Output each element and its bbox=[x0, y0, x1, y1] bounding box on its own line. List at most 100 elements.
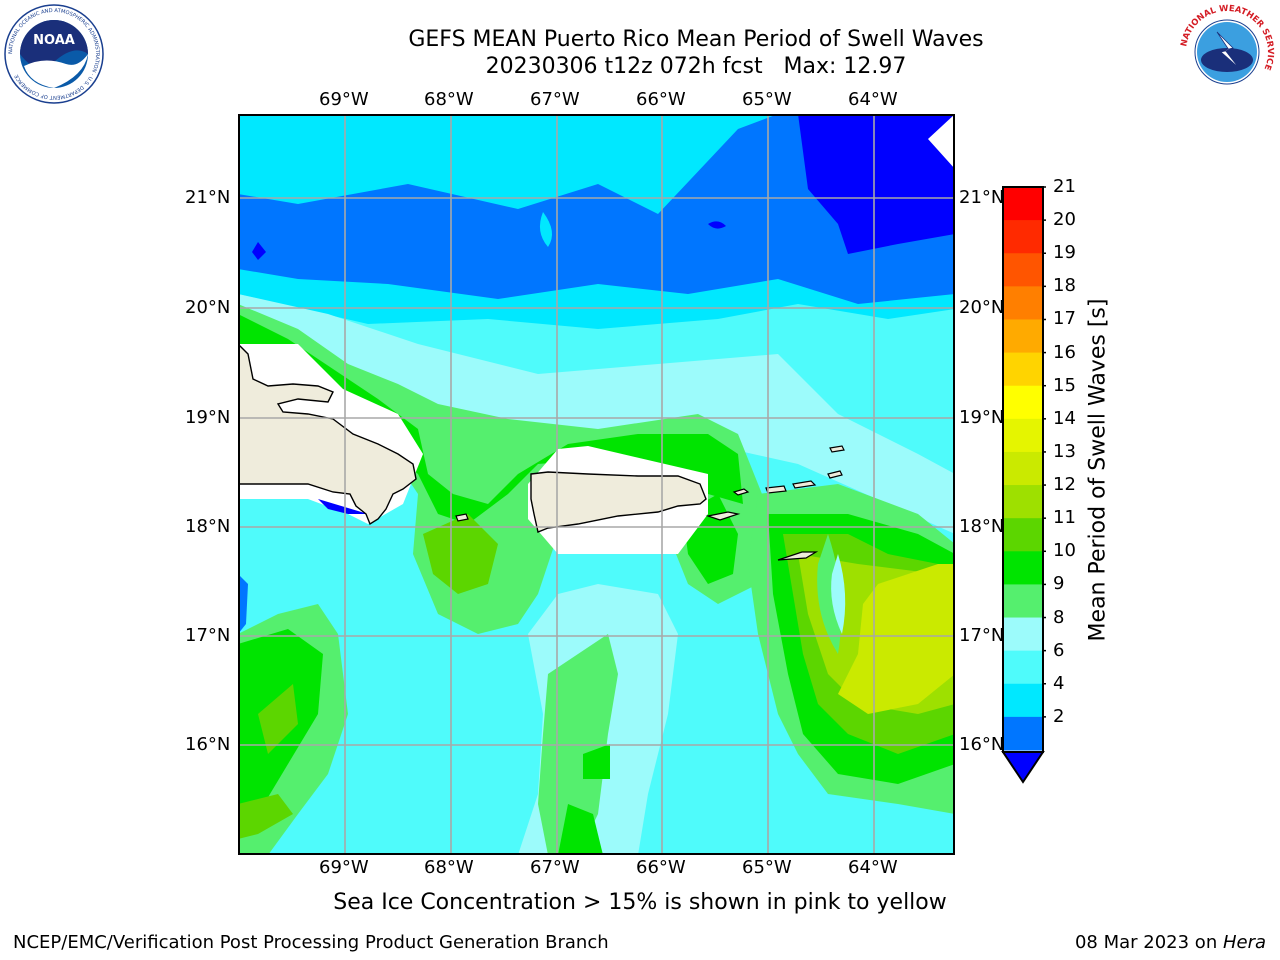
colorbar-tick-label: 19 bbox=[1053, 242, 1076, 264]
lon-label-bottom: 65°W bbox=[742, 857, 792, 878]
colorbar-extend-arrow bbox=[1001, 751, 1045, 784]
field-yellowgreen-west bbox=[423, 514, 498, 594]
field-lightcyan-band bbox=[238, 294, 955, 534]
field-yellowgreen-sw2 bbox=[238, 794, 293, 839]
colorbar-tick-label: 18 bbox=[1053, 275, 1076, 297]
colorbar-tick-label: 4 bbox=[1053, 672, 1065, 694]
colorbar-tick-label: 15 bbox=[1053, 374, 1076, 396]
noaa-logo: NATIONAL OCEANIC AND ATMOSPHERIC ADMINIS… bbox=[4, 4, 104, 104]
land-st-croix bbox=[777, 551, 819, 561]
lat-label-left: 16°N bbox=[185, 734, 231, 755]
lon-label-top: 64°W bbox=[848, 89, 898, 110]
colorbar-tick-label: 9 bbox=[1053, 573, 1065, 595]
colorbar-frame bbox=[1002, 186, 1044, 753]
lat-label-right: 16°N bbox=[959, 734, 1005, 755]
field-darkblue-north bbox=[798, 114, 955, 254]
lat-label-left: 21°N bbox=[185, 187, 231, 208]
lat-label-right: 18°N bbox=[959, 516, 1005, 537]
land-mona bbox=[455, 513, 469, 522]
lon-label-bottom: 64°W bbox=[848, 857, 898, 878]
lat-label-left: 19°N bbox=[185, 407, 231, 428]
swell-period-map bbox=[238, 114, 955, 855]
lon-label-top: 68°W bbox=[424, 89, 474, 110]
field-blue-north bbox=[238, 114, 955, 304]
colorbar-segment bbox=[1003, 352, 1043, 387]
svg-text:NOAA: NOAA bbox=[33, 33, 75, 48]
field-green-belt bbox=[238, 304, 778, 634]
field-max-core bbox=[838, 564, 955, 714]
land-vieques bbox=[705, 511, 741, 521]
nws-logo: NATIONAL WEATHER SERVICE bbox=[1179, 4, 1275, 100]
lon-label-bottom: 69°W bbox=[319, 857, 369, 878]
colorbar-segment bbox=[1003, 418, 1043, 453]
colorbar-segment bbox=[1003, 187, 1043, 221]
field-cyan-notch bbox=[539, 212, 552, 247]
land-culebra bbox=[732, 488, 750, 496]
colorbar-segment bbox=[1003, 253, 1043, 287]
colorbar-segment bbox=[1003, 551, 1043, 585]
colorbar-tick-label: 20 bbox=[1053, 209, 1076, 231]
field-blue-spot bbox=[252, 242, 266, 260]
footer-date-text: 08 Mar 2023 on bbox=[1074, 932, 1223, 953]
sea-ice-caption: Sea Ice Concentration > 15% is shown in … bbox=[333, 890, 947, 915]
land-anegada bbox=[829, 445, 845, 453]
field-gap-lightcyan bbox=[831, 554, 846, 634]
lon-label-bottom: 67°W bbox=[530, 857, 580, 878]
colorbar-tick-label: 17 bbox=[1053, 308, 1076, 330]
colorbar-segment bbox=[1003, 716, 1043, 751]
colorbar-segment bbox=[1003, 286, 1043, 320]
colorbar-tick-label: 6 bbox=[1053, 639, 1065, 661]
footer-producer: NCEP/EMC/Verification Post Processing Pr… bbox=[13, 932, 609, 953]
field-yellowgreen-sw bbox=[258, 684, 298, 754]
colorbar-tick-label: 14 bbox=[1053, 407, 1076, 429]
lon-label-top: 66°W bbox=[636, 89, 686, 110]
colorbar-tick-label: 2 bbox=[1053, 705, 1065, 727]
lon-label-top: 65°W bbox=[742, 89, 792, 110]
colorbar-tick-label: 13 bbox=[1053, 440, 1076, 462]
lon-label-bottom: 68°W bbox=[424, 857, 474, 878]
land-virgin-islands bbox=[792, 480, 817, 489]
field-green-south-spot bbox=[583, 744, 610, 779]
field-blue-west-edge bbox=[238, 574, 248, 634]
land-bvi bbox=[827, 470, 843, 479]
colorbar-segment bbox=[1003, 683, 1043, 718]
map-frame bbox=[238, 114, 955, 855]
lat-label-left: 18°N bbox=[185, 516, 231, 537]
colorbar-segment bbox=[1003, 584, 1043, 619]
colorbar-segment bbox=[1003, 319, 1043, 354]
land-hispaniola bbox=[238, 343, 417, 526]
lat-label-left: 20°N bbox=[185, 297, 231, 318]
colorbar-tick-label: 12 bbox=[1053, 474, 1076, 496]
lat-label-right: 21°N bbox=[959, 187, 1005, 208]
lat-label-right: 17°N bbox=[959, 625, 1005, 646]
colorbar-tick-label: 21 bbox=[1053, 176, 1076, 197]
graticule bbox=[238, 114, 955, 855]
colorbar-segment bbox=[1003, 220, 1043, 254]
field-blue-mona bbox=[318, 499, 368, 514]
footer-host: Hera bbox=[1222, 932, 1266, 953]
map-subtitle: 20230306 t12z 072h fcst Max: 12.97 bbox=[485, 54, 907, 79]
colorbar-segment bbox=[1003, 451, 1043, 486]
map-title: GEFS MEAN Puerto Rico Mean Period of Swe… bbox=[408, 27, 984, 52]
colorbar-tick-label: 8 bbox=[1053, 606, 1065, 628]
colorbar-segment bbox=[1003, 385, 1043, 420]
field-green-south-edge bbox=[558, 804, 603, 855]
lat-label-right: 19°N bbox=[959, 407, 1005, 428]
colorbar-segment bbox=[1003, 650, 1043, 685]
lon-label-top: 67°W bbox=[530, 89, 580, 110]
colorbar bbox=[1001, 186, 1046, 784]
colorbar-segment bbox=[1003, 485, 1043, 519]
colorbar-tick-label: 10 bbox=[1053, 540, 1076, 562]
lon-label-bottom: 66°W bbox=[636, 857, 686, 878]
colorbar-tick-label: 16 bbox=[1053, 341, 1076, 363]
lat-label-left: 17°N bbox=[185, 625, 231, 646]
lat-label-right: 20°N bbox=[959, 297, 1005, 318]
colorbar-tick-label: 11 bbox=[1053, 507, 1076, 529]
colorbar-segment bbox=[1003, 617, 1043, 652]
field-blue-speck bbox=[708, 221, 726, 229]
colorbar-label: Mean Period of Swell Waves [s] bbox=[1085, 298, 1111, 642]
colorbar-segment bbox=[1003, 518, 1043, 552]
field-nodata-corner bbox=[928, 114, 955, 169]
lon-label-top: 69°W bbox=[319, 89, 369, 110]
footer-date: 08 Mar 2023 on Hera bbox=[1075, 932, 1266, 953]
